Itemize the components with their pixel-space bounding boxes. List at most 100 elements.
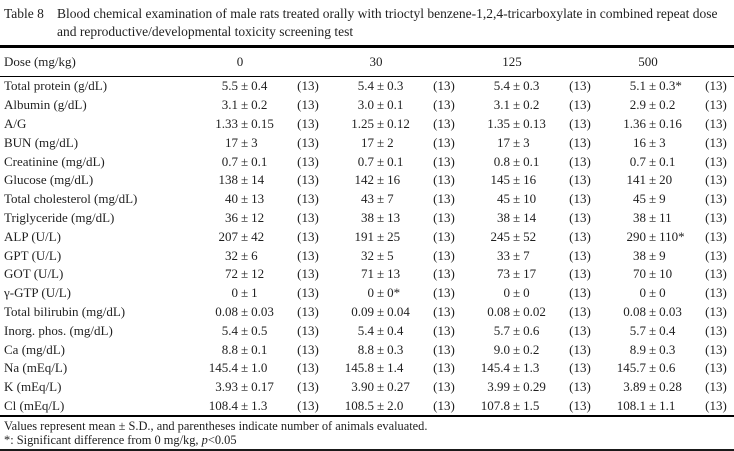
mean-value: 245 (490, 228, 511, 244)
mean-value: 0.8 (493, 153, 510, 169)
plus-minus-sign: ± (513, 322, 521, 338)
value-cell: 3.1 ±0.2 (190, 96, 290, 115)
table-row: Na (mEq/L) 145.4 ±1.0 (13) 145.8 ±1.4 (13)… (0, 359, 734, 378)
n-count: (13) (705, 247, 727, 263)
value-cell: 16 ±3 (598, 133, 698, 152)
mean-value: 36 (225, 209, 238, 225)
value-cell: 5.4 ±0.3 (326, 77, 426, 96)
n-cell: (13) (426, 115, 462, 134)
mean-value: 71 (361, 266, 374, 282)
mean-value: 8.8 (221, 341, 238, 357)
plus-minus-sign: ± (377, 322, 385, 338)
table-row: A/G 1.33 ±0.15 (13) 1.25 ±0.12 (13) 1.35 ±0… (0, 115, 734, 134)
table-row: Ca (mg/dL) 8.8 ±0.1 (13) 8.8 ±0.3 (13) 9.0… (0, 340, 734, 359)
sd-value: 11 (659, 209, 672, 225)
mean-value: 0 (367, 285, 375, 301)
n-count: (13) (705, 209, 727, 225)
sd-value: 10 (523, 191, 537, 207)
n-count: (13) (297, 341, 319, 357)
plus-minus-sign: ± (513, 228, 521, 244)
n-count: (13) (569, 341, 591, 357)
mean-value: 0 (639, 285, 647, 301)
plus-minus-sign: ± (377, 134, 385, 150)
plus-minus-sign: ± (377, 303, 385, 319)
n-count: (13) (433, 360, 455, 376)
mean-value: 16 (633, 134, 646, 150)
sd-value: 0.2 (659, 97, 676, 113)
mean-value: 0 (231, 285, 239, 301)
n-count: (13) (297, 172, 319, 188)
mean-value: 32 (361, 247, 374, 263)
plus-minus-sign: ± (649, 209, 657, 225)
plus-minus-sign: ± (241, 379, 249, 395)
mean-value: 5.4 (357, 322, 374, 338)
footnote-p-threshold: <0.05 (207, 433, 237, 448)
n-cell: (13) (290, 397, 326, 417)
n-count: (13) (433, 379, 455, 395)
plus-minus-sign: ± (377, 191, 385, 207)
row-label: Albumin (g/dL) (4, 97, 87, 113)
n-count: (13) (433, 97, 455, 113)
row-label: Ca (mg/dL) (4, 341, 66, 357)
n-cell: (13) (290, 303, 326, 322)
n-count: (13) (705, 228, 727, 244)
dose-header-label: Dose (mg/kg) (0, 46, 190, 77)
mean-value: 8.8 (357, 341, 374, 357)
sd-value: 0.29 (523, 379, 546, 395)
mean-value: 17 (361, 134, 374, 150)
value-cell: 8.8 ±0.3 (326, 340, 426, 359)
value-cell: 138 ±14 (190, 171, 290, 190)
sd-value: 0.2 (523, 341, 540, 357)
row-label: Glucose (mg/dL) (4, 172, 94, 188)
mean-value: 191 (354, 228, 375, 244)
n-cell: (13) (562, 246, 598, 265)
value-cell: 108.1 ±1.1 (598, 397, 698, 417)
value-cell: 0.08 ±0.03 (190, 303, 290, 322)
mean-value: 5.4 (221, 322, 238, 338)
value-cell: 33 ±7 (462, 246, 562, 265)
n-cell: (13) (426, 397, 462, 417)
plus-minus-sign: ± (649, 360, 657, 376)
plus-minus-sign: ± (241, 266, 249, 282)
plus-minus-sign: ± (241, 134, 249, 150)
sd-value: 0.02 (523, 303, 546, 319)
row-label: Na (mEq/L) (4, 360, 68, 376)
plus-minus-sign: ± (649, 247, 657, 263)
value-cell: 5.4 ±0.4 (326, 321, 426, 340)
n-count: (13) (705, 322, 727, 338)
plus-minus-sign: ± (513, 97, 521, 113)
mean-value: 5.4 (357, 78, 374, 94)
mean-value: 107.8 (480, 397, 510, 413)
mean-value: 5.1 (629, 78, 646, 94)
plus-minus-sign: ± (377, 209, 385, 225)
n-count: (13) (297, 266, 319, 282)
sd-value: 0.15 (251, 115, 274, 131)
value-cell: 45 ±10 (462, 190, 562, 209)
plus-minus-sign: ± (377, 341, 385, 357)
sd-value: 0.4 (659, 322, 676, 338)
row-label: A/G (4, 115, 27, 131)
plus-minus-sign: ± (377, 228, 385, 244)
mean-value: 9.0 (493, 341, 510, 357)
mean-value: 0.7 (221, 153, 238, 169)
mean-value: 108.4 (208, 397, 238, 413)
mean-value: 33 (497, 247, 510, 263)
n-count: (13) (569, 134, 591, 150)
sd-value: 0.03 (659, 303, 682, 319)
mean-value: 38 (361, 209, 374, 225)
n-cell: (13) (698, 133, 734, 152)
n-cell: (13) (290, 190, 326, 209)
sd-value: 110* (659, 228, 685, 244)
sd-value: 1.3 (523, 360, 540, 376)
table-body: Total protein (g/dL) 5.5 ±0.4 (13) 5.4 ±0.… (0, 77, 734, 417)
sd-value: 14 (251, 172, 265, 188)
plus-minus-sign: ± (513, 115, 521, 131)
plus-minus-sign: ± (513, 360, 521, 376)
n-cell: (13) (290, 152, 326, 171)
n-cell: (13) (290, 77, 326, 96)
value-cell: 0 ±0* (326, 284, 426, 303)
n-cell: (13) (290, 209, 326, 228)
n-count: (13) (569, 191, 591, 207)
value-cell: 5.7 ±0.6 (462, 321, 562, 340)
sd-value: 42 (251, 228, 265, 244)
